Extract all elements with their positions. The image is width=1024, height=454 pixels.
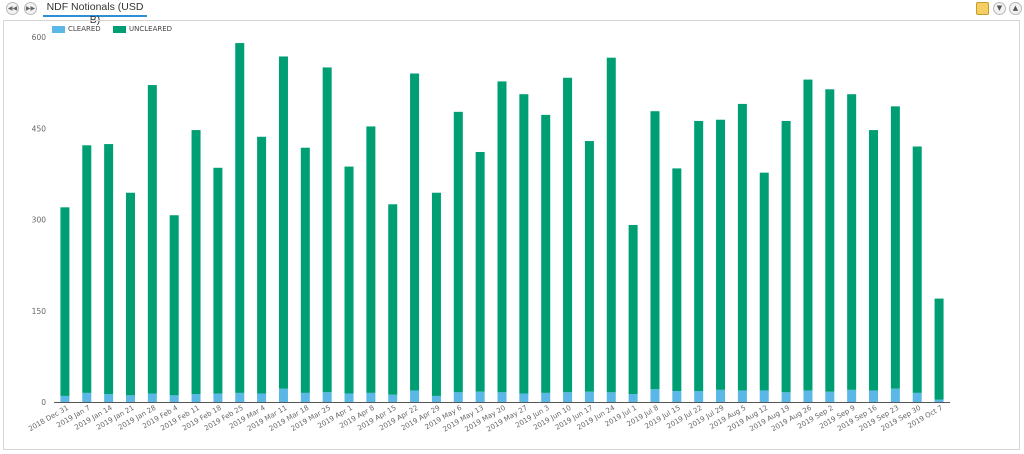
bar-cleared[interactable]	[169, 395, 179, 402]
bar-uncleared[interactable]	[694, 120, 704, 392]
legend-label-cleared: CLEARED	[68, 25, 101, 33]
bar-cleared[interactable]	[672, 391, 682, 402]
bar-uncleared[interactable]	[628, 224, 638, 395]
bar-uncleared[interactable]	[825, 89, 835, 392]
bar-cleared[interactable]	[759, 390, 769, 402]
y-tick-label: 300	[32, 216, 47, 225]
chart-panel	[3, 20, 1020, 450]
bar-cleared[interactable]	[912, 392, 922, 402]
bar-cleared[interactable]	[716, 389, 726, 402]
bar-uncleared[interactable]	[847, 94, 857, 390]
bar-cleared[interactable]	[584, 391, 594, 402]
bar-uncleared[interactable]	[497, 81, 507, 393]
bar-uncleared[interactable]	[147, 85, 157, 394]
bar-uncleared[interactable]	[934, 298, 944, 400]
bar-cleared[interactable]	[519, 393, 529, 402]
bar-uncleared[interactable]	[388, 204, 398, 395]
bar-uncleared[interactable]	[410, 73, 420, 391]
bar-cleared[interactable]	[300, 392, 310, 402]
bar-cleared[interactable]	[737, 390, 747, 402]
legend-swatch-uncleared	[113, 26, 126, 33]
bar-cleared[interactable]	[650, 389, 660, 402]
bar-uncleared[interactable]	[541, 114, 551, 393]
bar-cleared[interactable]	[213, 393, 223, 402]
bar-cleared[interactable]	[104, 394, 114, 402]
bar-cleared[interactable]	[82, 392, 92, 402]
chevron-down-icon[interactable]: ▼	[993, 2, 1006, 15]
bar-cleared[interactable]	[410, 390, 420, 402]
y-tick-label: 600	[32, 33, 47, 42]
bar-cleared[interactable]	[257, 393, 267, 402]
legend-swatch-cleared	[52, 26, 65, 33]
bar-cleared[interactable]	[278, 388, 288, 402]
bar-uncleared[interactable]	[213, 167, 223, 394]
bar-cleared[interactable]	[60, 395, 70, 402]
bar-uncleared[interactable]	[366, 126, 376, 393]
bar-cleared[interactable]	[847, 389, 857, 402]
bar-cleared[interactable]	[606, 392, 616, 402]
bar-uncleared[interactable]	[278, 56, 288, 389]
y-tick-label: 150	[32, 307, 47, 316]
bar-cleared[interactable]	[497, 392, 507, 402]
bar-uncleared[interactable]	[519, 94, 529, 394]
legend-label-uncleared: UNCLEARED	[129, 25, 173, 33]
bar-cleared[interactable]	[475, 391, 485, 402]
document-icon[interactable]	[976, 2, 989, 15]
bar-uncleared[interactable]	[781, 120, 791, 393]
bar-uncleared[interactable]	[344, 166, 354, 394]
bar-uncleared[interactable]	[606, 57, 616, 393]
bar-cleared[interactable]	[453, 392, 463, 402]
bar-cleared[interactable]	[694, 391, 704, 402]
chevron-up-icon[interactable]: ▲	[1009, 2, 1022, 15]
bar-cleared[interactable]	[366, 392, 376, 402]
bar-uncleared[interactable]	[912, 146, 922, 393]
fast-forward-icon[interactable]: ▶▶	[24, 2, 37, 15]
bar-uncleared[interactable]	[60, 207, 70, 396]
bar-cleared[interactable]	[563, 392, 573, 402]
bar-uncleared[interactable]	[672, 168, 682, 392]
bar-uncleared[interactable]	[235, 43, 245, 393]
bar-cleared[interactable]	[388, 394, 398, 402]
bar-cleared[interactable]	[541, 392, 551, 402]
y-tick-label: 0	[41, 398, 46, 407]
bar-cleared[interactable]	[322, 392, 332, 402]
bar-uncleared[interactable]	[191, 130, 201, 395]
bar-uncleared[interactable]	[563, 77, 573, 393]
bar-cleared[interactable]	[125, 395, 135, 402]
bar-uncleared[interactable]	[431, 192, 441, 396]
rewind-icon[interactable]: ◀◀	[6, 2, 19, 15]
bar-uncleared[interactable]	[737, 103, 747, 391]
y-tick-label: 450	[32, 124, 47, 133]
bar-uncleared[interactable]	[257, 136, 267, 394]
bar-uncleared[interactable]	[803, 79, 813, 391]
bar-uncleared[interactable]	[475, 151, 485, 392]
bar-uncleared[interactable]	[82, 145, 92, 393]
bar-cleared[interactable]	[869, 390, 879, 402]
bar-uncleared[interactable]	[716, 119, 726, 390]
bar-uncleared[interactable]	[104, 144, 114, 395]
bar-cleared[interactable]	[781, 392, 791, 402]
bar-cleared[interactable]	[344, 393, 354, 402]
bar-uncleared[interactable]	[759, 172, 769, 391]
bar-uncleared[interactable]	[869, 130, 879, 391]
bar-cleared[interactable]	[235, 392, 245, 402]
bar-uncleared[interactable]	[584, 141, 594, 392]
bar-cleared[interactable]	[934, 399, 944, 402]
bar-cleared[interactable]	[431, 395, 441, 402]
bar-uncleared[interactable]	[300, 147, 310, 393]
bar-cleared[interactable]	[191, 394, 201, 402]
bar-cleared[interactable]	[803, 390, 813, 402]
bar-uncleared[interactable]	[322, 67, 332, 393]
bar-cleared[interactable]	[147, 393, 157, 402]
bar-uncleared[interactable]	[125, 192, 135, 396]
bar-cleared[interactable]	[628, 394, 638, 402]
bar-uncleared[interactable]	[453, 111, 463, 393]
bar-cleared[interactable]	[825, 391, 835, 402]
top-toolbar: ◀◀ ▶▶ NDF Notionals (USD B) ▼ ▲	[0, 0, 1024, 26]
bar-cleared[interactable]	[890, 388, 900, 402]
bar-uncleared[interactable]	[650, 111, 660, 390]
bar-uncleared[interactable]	[169, 215, 179, 396]
bar-uncleared[interactable]	[890, 106, 900, 389]
